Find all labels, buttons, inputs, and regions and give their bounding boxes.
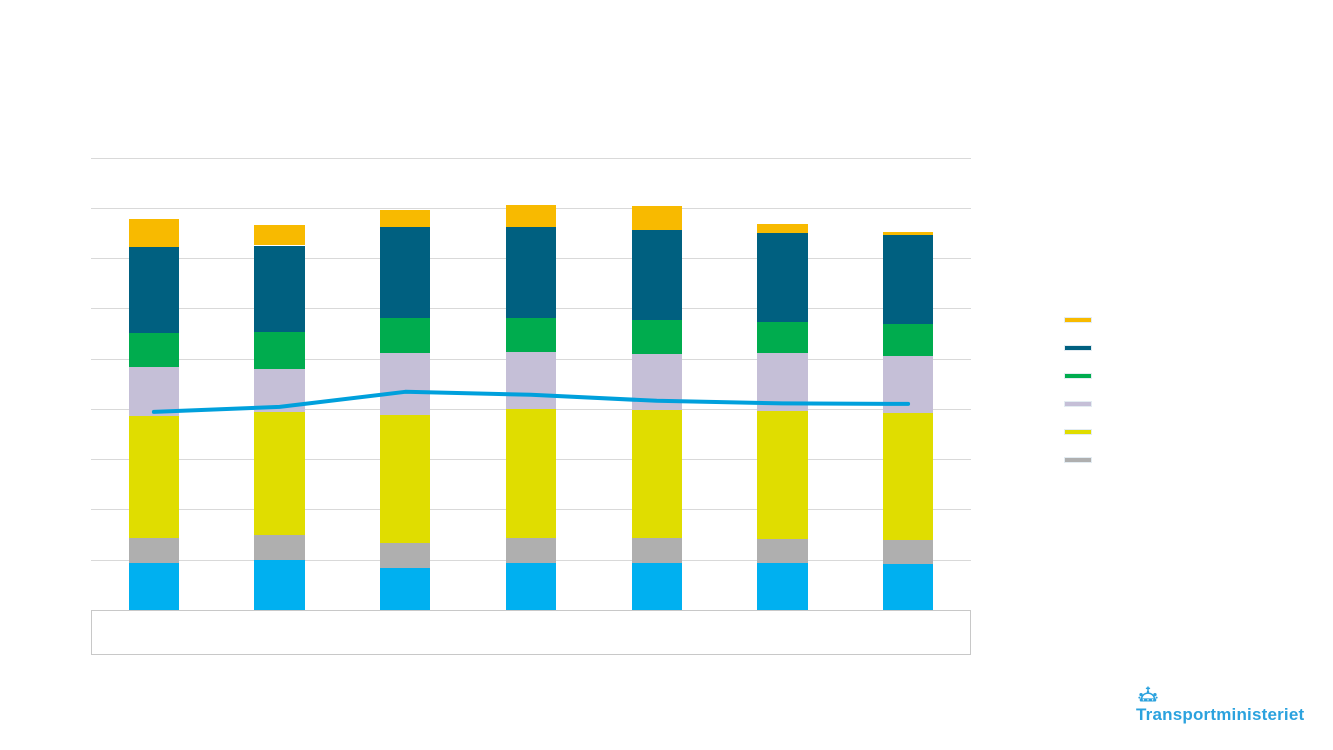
bar-segment-yellow (380, 415, 431, 544)
bar-segment-yellow (254, 411, 305, 536)
bar-segment-lavender (631, 354, 682, 410)
bar-segment-green (505, 318, 557, 352)
bar-segment-gray (254, 535, 305, 561)
bar-segment-lavender (757, 353, 808, 411)
legend-swatch-green (1064, 373, 1092, 379)
legend-swatch-darkblue (1064, 345, 1092, 351)
bar-segment-gray (757, 539, 808, 564)
bar-segment-cyan (128, 562, 179, 610)
bar-segment-yellow (883, 412, 934, 541)
bar-segment-gray (883, 540, 934, 565)
bar-segment-lavender (883, 356, 934, 413)
bar-segment-gray (380, 543, 431, 569)
ministry-logo: Transportministeriet (1136, 686, 1326, 725)
logo-text: Transportministeriet (1136, 705, 1305, 724)
bar-segment-gray (505, 537, 557, 563)
bar-segment-gray (128, 538, 179, 563)
bar-segment-green (380, 318, 431, 353)
bar-segment-darkblue (128, 247, 179, 333)
legend-swatch-orange (1064, 317, 1092, 323)
bar-segment-orange (883, 231, 934, 236)
bar-segment-darkblue (883, 235, 934, 324)
bar-segment-cyan (883, 564, 934, 610)
crown-icon (1138, 686, 1158, 702)
bar-segment-darkblue (254, 245, 305, 332)
bar-segment-orange (128, 218, 179, 247)
bar-segment-green (128, 332, 179, 368)
chart-legend (1064, 317, 1092, 463)
bar-segment-yellow (505, 409, 557, 538)
bar-segment-orange (757, 223, 808, 234)
legend-swatch-gray (1064, 457, 1092, 463)
bar-segment-orange (380, 210, 431, 228)
bar-segment-green (757, 322, 808, 354)
bar-segment-darkblue (380, 227, 431, 319)
bar-segment-cyan (254, 560, 305, 610)
bar-segment-lavender (505, 351, 557, 410)
bar-segment-cyan (631, 562, 682, 610)
bar-segment-lavender (380, 352, 431, 416)
bar-segment-green (883, 323, 934, 357)
bar-segment-cyan (757, 563, 808, 610)
x-axis-label-box (91, 610, 971, 655)
bar-segment-cyan (505, 562, 557, 610)
bar-segment-lavender (128, 367, 179, 417)
bar-segment-yellow (631, 409, 682, 538)
bar-segment-gray (631, 537, 682, 563)
bar-segment-cyan (380, 568, 431, 610)
bar-segment-orange (505, 205, 557, 228)
bar-segment-darkblue (505, 227, 557, 319)
bar-segment-orange (631, 205, 682, 230)
legend-swatch-lavender (1064, 401, 1092, 407)
bar-segment-green (254, 332, 305, 369)
legend-swatch-yellow (1064, 429, 1092, 435)
bar-segment-green (631, 319, 682, 355)
bar-segment-yellow (128, 416, 179, 539)
bar-segment-darkblue (631, 229, 682, 320)
gridline (91, 157, 971, 159)
bar-segment-lavender (254, 368, 305, 412)
bar-segment-orange (254, 224, 305, 246)
bar-segment-yellow (757, 410, 808, 540)
bar-segment-darkblue (757, 233, 808, 323)
